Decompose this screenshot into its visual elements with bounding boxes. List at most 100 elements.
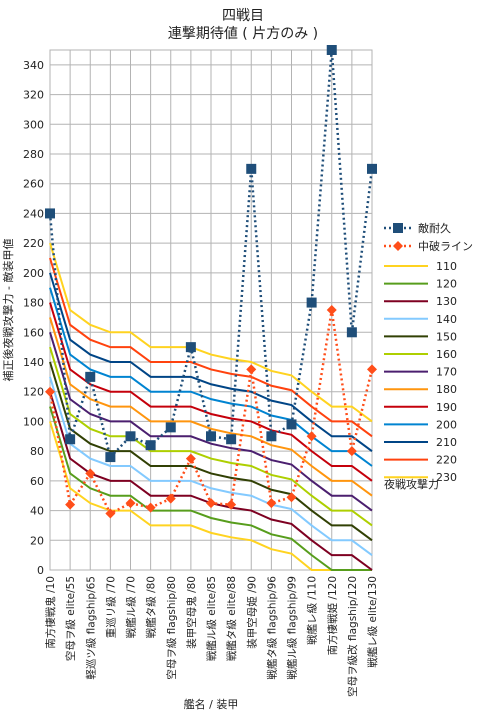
- chuuha-point: [45, 386, 55, 397]
- chuuha-point: [145, 502, 156, 513]
- series-line-110: [49, 421, 372, 571]
- x-tick-label: 戦艦タ級 /80: [145, 576, 158, 638]
- legend-label: 170: [436, 366, 457, 379]
- y-tick-label: 80: [30, 445, 44, 458]
- enemy-hp-point: [206, 431, 216, 442]
- legend-marker: [393, 241, 403, 251]
- chuuha-point: [246, 364, 257, 375]
- x-tick-label: 戦艦レ級 /110: [306, 576, 319, 645]
- x-tick-label: 空母ヲ級改 flagship/120: [346, 576, 359, 697]
- series-line-210: [49, 272, 373, 452]
- y-tick-label: 140: [23, 356, 44, 369]
- chuuha-point: [306, 431, 317, 442]
- x-tick-label: 装甲空母姫 /90: [245, 576, 258, 649]
- enemy-hp-point: [125, 431, 136, 442]
- legend-label: 180: [436, 383, 457, 396]
- y-tick-label: 180: [23, 297, 44, 310]
- y-tick-label: 300: [23, 118, 44, 131]
- y-tick-label: 260: [23, 178, 44, 191]
- legend-label: 130: [436, 295, 457, 308]
- series-line-200: [49, 287, 373, 467]
- chart-title: 四戦目: [222, 8, 264, 24]
- enemy-hp-point: [346, 327, 357, 338]
- enemy-hp-point: [145, 440, 156, 451]
- chuuha-point: [65, 499, 76, 510]
- legend-label: 230: [436, 471, 457, 484]
- chuuha-point: [185, 453, 196, 464]
- y-tick-label: 240: [23, 207, 44, 220]
- x-axis-label: 艦名 / 装甲: [184, 697, 239, 711]
- enemy-hp-point: [165, 422, 176, 433]
- x-tick-label: 装甲空母鬼 /80: [185, 576, 198, 649]
- y-tick-label: 220: [23, 237, 44, 250]
- enemy-hp-point: [185, 342, 196, 353]
- plot-area: [49, 49, 373, 571]
- chuuha-point: [326, 305, 337, 315]
- series-line-190: [49, 302, 373, 482]
- y-tick-label: 0: [37, 564, 44, 577]
- y-tick-label: 280: [23, 148, 44, 161]
- enemy-hp-point: [286, 419, 297, 430]
- legend-label: 敵耐久: [418, 222, 451, 235]
- chuuha-point: [105, 508, 116, 519]
- chuuha-point: [367, 364, 377, 375]
- legend-label: 160: [436, 348, 457, 361]
- x-tick-label: 南方棲戦姫 /120: [326, 576, 339, 655]
- y-tick-label: 320: [23, 89, 44, 102]
- x-tick-label: 戦艦ル級 flagship/99: [286, 576, 299, 680]
- legend-label: 120: [436, 278, 457, 291]
- chuuha-point: [206, 498, 216, 509]
- enemy-hp-point: [367, 163, 377, 174]
- x-tick-label: 空母ヲ級 flagship/80: [165, 576, 178, 680]
- legend-label: 140: [436, 313, 457, 326]
- x-tick-label: 戦艦レ級 elite/130: [366, 576, 379, 668]
- legend-marker: [393, 223, 403, 233]
- series-line-150: [49, 361, 373, 542]
- chuuha-point: [266, 498, 277, 509]
- x-tick-label: 戦艦ル級 /70: [125, 576, 138, 638]
- enemy-hp-point: [105, 452, 116, 463]
- y-tick-label: 60: [30, 475, 44, 488]
- legend-label: 190: [436, 401, 457, 414]
- series-line-230: [49, 242, 373, 423]
- y-tick-label: 200: [23, 267, 44, 280]
- enemy-hp-point: [226, 434, 237, 445]
- series-line-120: [49, 406, 372, 571]
- legend-label: 110: [436, 260, 457, 273]
- y-tick-label: 40: [30, 505, 44, 518]
- enemy-hp-point: [246, 163, 257, 174]
- legend-title: 夜戦攻撃力: [384, 477, 439, 491]
- y-tick-label: 20: [30, 534, 44, 547]
- chuuha-point: [125, 498, 136, 509]
- chuuha-point: [85, 468, 96, 479]
- legend-label: 中破ライン: [418, 239, 473, 253]
- legend-label: 220: [436, 454, 457, 467]
- y-tick-label: 160: [23, 326, 44, 339]
- y-tick-label: 340: [23, 59, 44, 72]
- x-tick-label: 戦艦タ級 elite/88: [225, 576, 238, 661]
- series-line-220: [49, 257, 373, 438]
- enemy-hp-point: [85, 371, 96, 382]
- series-line-140: [49, 376, 373, 556]
- legend-label: 200: [436, 418, 457, 431]
- x-tick-label: 空母ヲ級 elite/55: [64, 576, 77, 661]
- legend-label: 150: [436, 330, 457, 343]
- chart-subtitle: 連撃期待値 ( 片方のみ ): [168, 26, 318, 42]
- enemy-hp-point: [45, 208, 55, 219]
- chuuha-point: [346, 446, 357, 457]
- series-line-170: [49, 331, 373, 512]
- enemy-hp-point: [65, 434, 76, 445]
- x-tick-label: 南方棲戦鬼 /10: [44, 576, 57, 649]
- enemy-hp-point: [326, 45, 337, 55]
- legend-label: 210: [436, 436, 457, 449]
- y-tick-label: 120: [23, 386, 44, 399]
- y-tick-label: 100: [23, 415, 44, 428]
- chuuha-point: [165, 493, 176, 504]
- chuuha-point: [286, 492, 297, 503]
- enemy-hp-point: [306, 297, 317, 308]
- x-tick-label: 重巡リ級 /70: [104, 576, 117, 638]
- x-tick-label: 軽巡ツ級 flagship/65: [84, 576, 97, 680]
- chuuha-point: [226, 499, 237, 510]
- y-axis-label: 補正後夜戦攻撃力 - 敵装甲値: [1, 239, 15, 382]
